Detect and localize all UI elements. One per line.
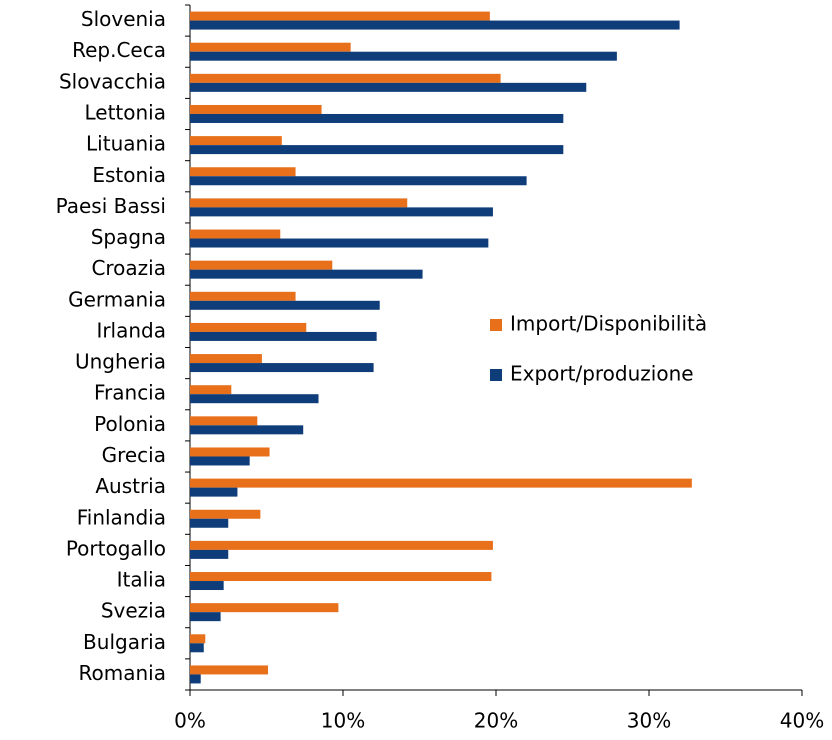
bar [190,136,282,146]
bar [190,113,564,123]
bar [190,674,201,684]
y-tick-label: Bulgaria [83,630,166,654]
y-tick-label: Romania [79,661,166,685]
bar [190,634,206,644]
bar [190,238,489,248]
legend-label: Export/produzione [510,362,694,386]
bar [190,572,492,582]
bar [190,363,374,373]
bar [190,198,408,208]
bar [190,612,221,622]
y-tick-label: Irlanda [96,318,166,342]
y-tick-label: Paesi Bassi [56,194,166,218]
bar [190,20,680,30]
x-tick-label: 0% [174,709,206,733]
bar [190,549,229,559]
bar [190,207,493,217]
bar [190,416,258,426]
y-tick-label: Estonia [92,163,166,187]
bar [190,82,587,92]
bar [190,73,501,83]
bar [190,260,333,270]
y-tick-label: Slovenia [81,7,166,31]
y-tick-label: Lettonia [84,100,166,124]
y-tick-label: Finlandia [77,505,166,529]
bar [190,51,617,61]
y-tick-label: Lituania [86,132,166,156]
bar [190,487,238,497]
bar [190,291,296,301]
y-tick-label: Grecia [102,443,166,467]
bar [190,176,527,186]
bar [190,518,229,528]
legend-swatch [490,319,502,331]
bar [190,509,261,519]
bar [190,269,423,279]
legend-swatch [490,369,502,381]
bar [190,581,224,591]
y-tick-label: Austria [95,474,166,498]
legend-label: Import/Disponibilità [510,312,707,336]
bar [190,385,232,395]
y-tick-label: Ungheria [75,350,166,374]
bar [190,456,250,466]
x-tick-label: 40% [780,709,824,733]
y-tick-label: Spagna [91,225,166,249]
x-tick-label: 10% [321,709,365,733]
y-tick-label: Germania [68,287,166,311]
x-tick-label: 30% [627,709,671,733]
bar [190,447,270,457]
bar [190,42,351,52]
y-tick-label: Francia [94,381,166,405]
bar [190,11,490,21]
y-tick-label: Slovacchia [59,69,166,93]
bar [190,331,377,341]
y-tick-label: Croazia [91,256,166,280]
y-tick-label: Svezia [101,599,166,623]
y-tick-label: Portogallo [66,536,166,560]
bar [190,643,204,653]
x-tick-label: 20% [474,709,518,733]
bar [190,145,564,155]
bar [190,322,307,332]
bar [190,229,281,239]
bar [190,478,692,488]
y-tick-label: Italia [117,568,166,592]
y-tick-label: Polonia [94,412,166,436]
bar [190,665,269,675]
bar [190,425,304,435]
bar [190,603,339,613]
bar [190,104,322,114]
y-tick-label: Rep.Ceca [72,38,166,62]
bar [190,167,296,177]
bar [190,300,380,310]
bar [190,394,319,404]
bar [190,540,493,550]
bar [190,354,262,364]
